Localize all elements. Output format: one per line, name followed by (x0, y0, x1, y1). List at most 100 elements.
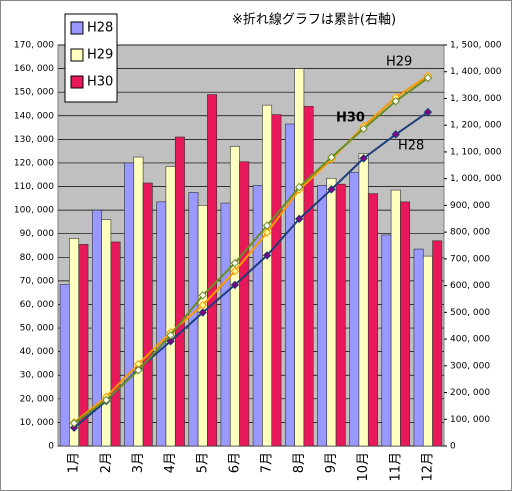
x-tick-label: 12月 (420, 452, 435, 482)
line-label: H28 (398, 139, 424, 154)
bar (367, 193, 378, 447)
y2-tick-label: 1, 000, 000 (450, 174, 502, 184)
line-marker (198, 308, 207, 317)
y2-tick-label: 800, 000 (450, 228, 490, 238)
bar (294, 68, 305, 447)
bar (207, 94, 218, 447)
line-marker (359, 154, 368, 163)
line-marker (327, 153, 336, 162)
line-marker (262, 251, 272, 260)
bar (303, 106, 314, 447)
y-tick-label: 160, 000 (14, 64, 54, 74)
legend-label: H28 (87, 21, 113, 36)
legend-swatch (70, 48, 84, 62)
line-marker (134, 359, 143, 369)
line-marker (423, 107, 433, 117)
y-tick-label: 0 (48, 442, 54, 452)
y-tick-label: 100, 000 (14, 206, 54, 216)
y-tick-label: 20, 000 (20, 394, 55, 404)
bar (326, 177, 337, 447)
line-marker (102, 395, 111, 405)
y2-tick-label: 1, 300, 000 (450, 94, 502, 104)
bar (252, 185, 263, 447)
line-marker (198, 300, 207, 310)
bar (59, 284, 70, 447)
legend-label: H29 (87, 48, 113, 63)
legend-label: H30 (87, 75, 113, 90)
line-marker (166, 330, 175, 340)
x-tick-label: 4月 (163, 452, 178, 473)
bar (400, 201, 411, 447)
x-tick-label: 11月 (388, 452, 403, 482)
y2-tick-label: 500, 000 (450, 308, 490, 318)
y-tick-label: 150, 000 (14, 88, 54, 98)
y-tick-label: 120, 000 (14, 158, 54, 168)
y-tick-label: 80, 000 (20, 253, 55, 263)
y2-tick-label: 200, 000 (450, 388, 490, 398)
line-marker (69, 418, 79, 428)
bar (358, 153, 369, 447)
y2-tick-label: 0 (450, 442, 456, 452)
y-tick-label: 130, 000 (14, 135, 54, 145)
line (73, 74, 429, 424)
line-marker (391, 96, 400, 106)
y2-tick-label: 1, 100, 000 (450, 147, 502, 157)
y2-tick-label: 1, 200, 000 (450, 121, 502, 131)
bar (156, 201, 167, 447)
y2-tick-label: 400, 000 (450, 335, 490, 345)
bar (413, 248, 424, 447)
line-marker (166, 336, 175, 346)
bar (349, 172, 360, 447)
bar (335, 183, 346, 447)
line-marker (262, 221, 272, 230)
line-marker (230, 258, 240, 268)
bar (317, 185, 328, 447)
y-tick-label: 30, 000 (20, 371, 55, 381)
bar (262, 104, 273, 447)
y2-tick-label: 700, 000 (450, 254, 490, 264)
bar (78, 244, 89, 447)
x-tick-label: 9月 (324, 452, 339, 473)
line-marker (134, 365, 143, 375)
x-tick-label: 7月 (260, 452, 275, 473)
legend-swatch (70, 21, 84, 35)
x-tick-label: 2月 (99, 452, 114, 473)
bar (432, 240, 443, 447)
line-marker (295, 214, 304, 224)
y-tick-label: 110, 000 (14, 182, 54, 192)
bar (422, 255, 433, 447)
y-tick-label: 70, 000 (20, 276, 55, 286)
y2-tick-label: 100, 000 (450, 415, 490, 425)
line-marker (391, 130, 400, 139)
y-tick-label: 90, 000 (20, 229, 55, 239)
line-marker (327, 185, 336, 194)
line-marker (230, 280, 240, 290)
bar (239, 161, 250, 447)
bar (271, 114, 282, 447)
line-label: H30 (336, 111, 365, 126)
bar (165, 166, 176, 447)
bar (69, 238, 80, 447)
y-tick-label: 140, 000 (14, 111, 54, 121)
line-marker (69, 423, 79, 432)
bar (101, 219, 112, 447)
bar (110, 241, 121, 447)
y-tick-label: 10, 000 (20, 418, 55, 428)
bar (174, 136, 185, 447)
y2-tick-label: 900, 000 (450, 201, 490, 211)
bar (284, 123, 295, 447)
line-marker (198, 291, 207, 300)
annotation: ※折れ線グラフは累計(右軸) (232, 12, 396, 28)
bar (197, 205, 208, 447)
y-tick-label: 60, 000 (20, 300, 55, 310)
legend-swatch (70, 75, 84, 89)
bar (220, 202, 231, 447)
bar (390, 189, 401, 447)
x-tick-label: 1月 (67, 452, 82, 473)
y-tick-label: 40, 000 (20, 347, 55, 357)
line-marker (359, 124, 368, 134)
y-tick-label: 50, 000 (20, 324, 55, 334)
y2-tick-label: 1, 400, 000 (450, 67, 502, 77)
line-marker (262, 228, 272, 237)
